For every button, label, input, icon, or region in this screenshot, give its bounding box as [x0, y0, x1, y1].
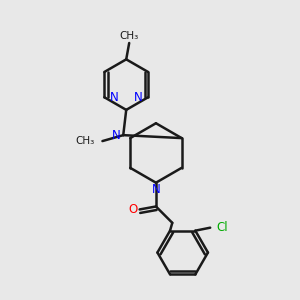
Text: N: N [112, 129, 120, 142]
Text: CH₃: CH₃ [76, 136, 95, 146]
Text: O: O [128, 203, 138, 216]
Text: Cl: Cl [217, 221, 228, 234]
Text: N: N [110, 91, 118, 104]
Text: N: N [134, 91, 143, 104]
Text: CH₃: CH₃ [120, 31, 139, 40]
Text: N: N [152, 183, 160, 196]
